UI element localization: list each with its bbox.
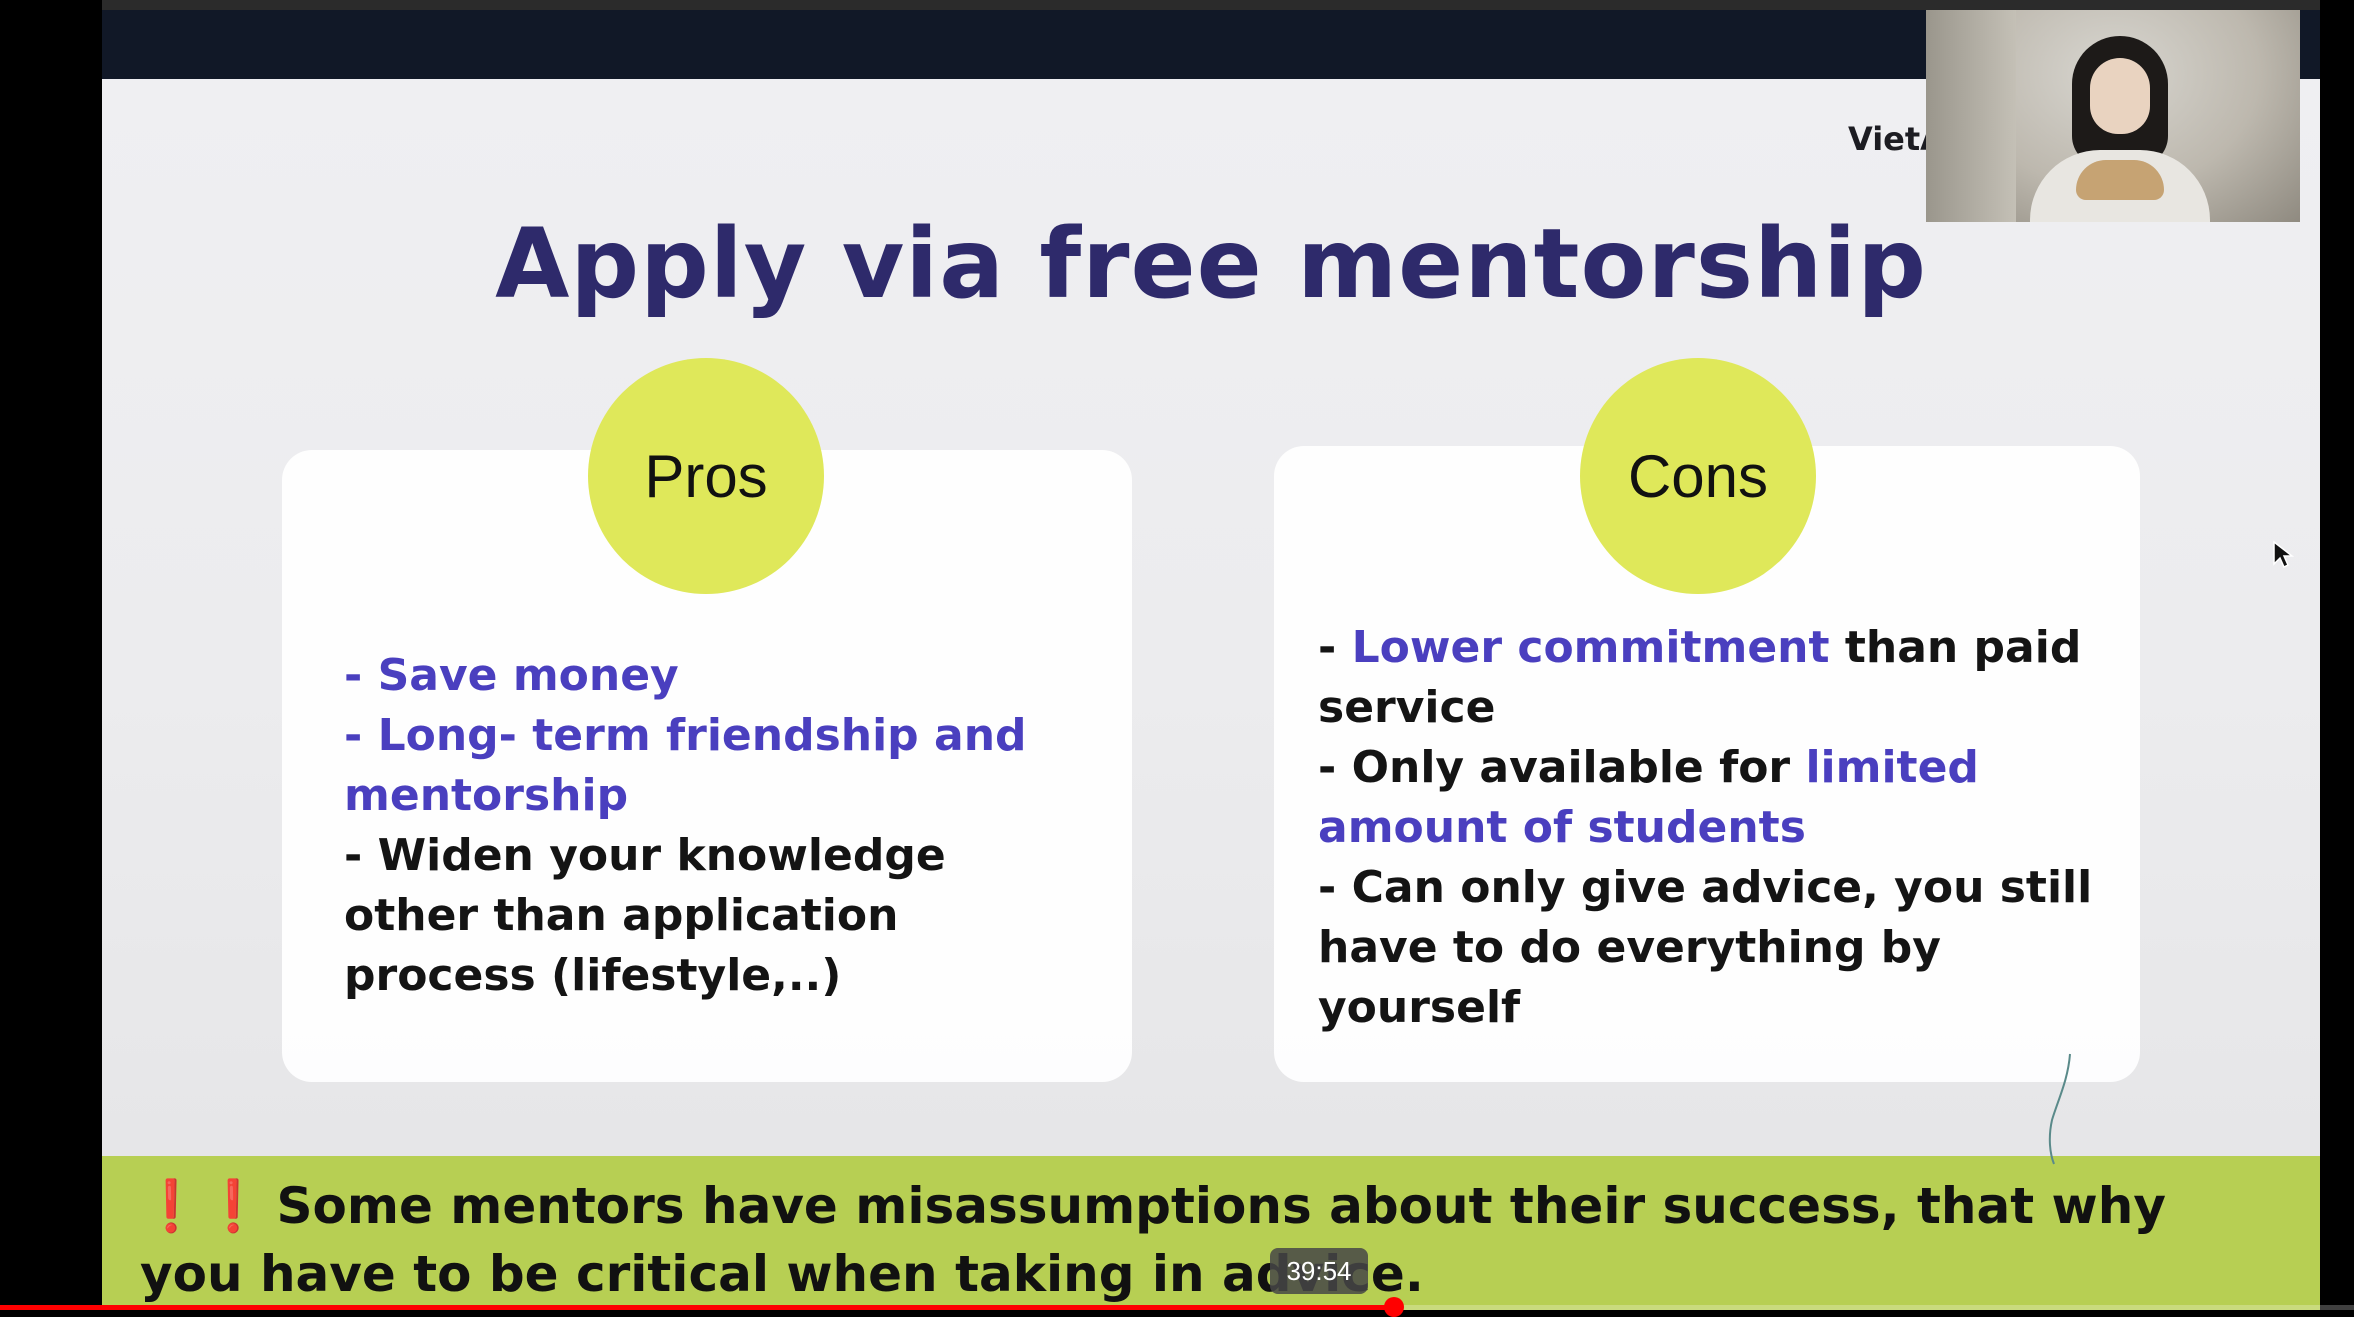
pros-item: - Long- term friendship and mentorship — [344, 710, 1027, 821]
pros-heading-circle: Pros — [588, 358, 824, 594]
scrub-timestamp-tooltip: 39:54 — [1270, 1248, 1368, 1294]
warning-banner — [102, 1156, 2320, 1310]
warning-banner-text: ❗❗ Some mentors have misassumptions about… — [140, 1172, 2220, 1308]
slide-title: Apply via free mentorship — [495, 208, 1927, 320]
letterbox-right — [2320, 0, 2354, 1310]
webcam-overlay — [1926, 10, 2300, 222]
pros-list: - Save money - Long- term friendship and… — [344, 646, 1084, 1006]
mouse-cursor-icon — [2273, 540, 2294, 569]
pros-item-highlight: Long- term friendship and mentorship — [344, 710, 1027, 821]
presenter-face — [2090, 58, 2150, 134]
cons-heading: Cons — [1627, 442, 1769, 510]
pros-item: - Save money — [344, 650, 679, 701]
webcam-background — [1926, 10, 2016, 222]
pros-heading: Pros — [644, 442, 768, 510]
cons-item-text: Only available for — [1351, 742, 1806, 793]
pen-stroke-annotation — [2048, 1053, 2071, 1165]
presenter-collar — [2076, 160, 2164, 200]
double-exclamation-icon: ❗❗ — [140, 1177, 265, 1235]
cons-item-text: Can only give advice, you still have to … — [1318, 862, 2093, 1033]
letterbox-left — [0, 0, 102, 1310]
warning-message: Some mentors have misassumptions about t… — [140, 1177, 2166, 1303]
pros-item: - Widen your knowledge other than applic… — [344, 830, 946, 1001]
window-top-edge — [0, 0, 2354, 10]
cons-item-text: than paid service — [1318, 622, 2082, 733]
cons-item-highlight: Lower commitment — [1351, 622, 1830, 673]
pros-item-highlight: Save money — [377, 650, 679, 701]
video-progress-fill — [0, 1305, 1394, 1310]
cons-list: - Lower commitment than paid service - O… — [1318, 618, 2118, 1038]
video-scrubber-handle[interactable] — [1383, 1297, 1404, 1317]
cons-item: - Only available for limited amount of s… — [1318, 742, 1979, 853]
cons-item: - Can only give advice, you still have t… — [1318, 862, 2093, 1033]
cons-item: - Lower commitment than paid service — [1318, 622, 2082, 733]
cons-item-highlight: limited amount of students — [1318, 742, 1979, 853]
pros-item-text: Widen your knowledge other than applicat… — [344, 830, 946, 1001]
cons-heading-circle: Cons — [1580, 358, 1816, 594]
